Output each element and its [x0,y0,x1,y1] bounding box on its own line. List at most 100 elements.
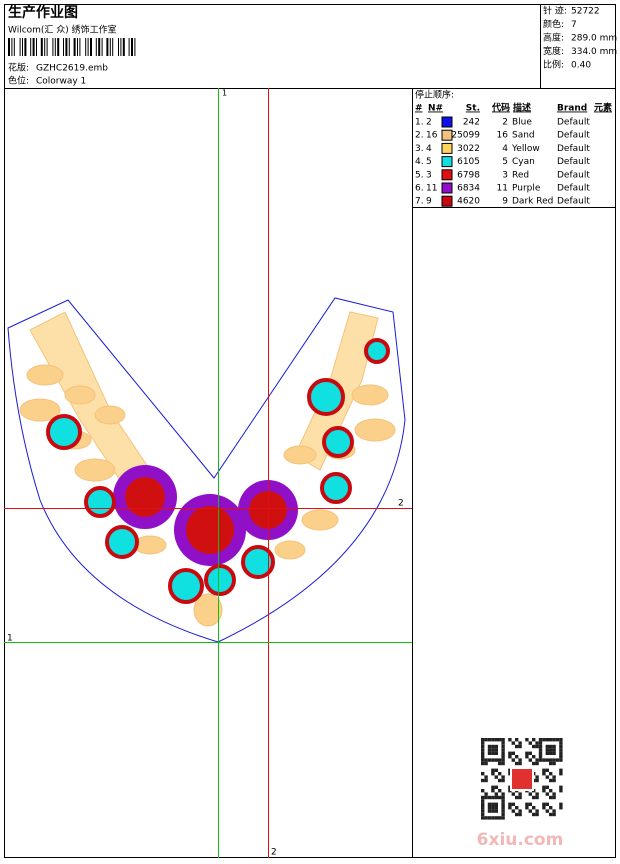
qr-cell [511,758,515,762]
column-header: 元素 [594,102,612,114]
qr-cell [491,795,495,800]
stitches: 242 [463,118,480,128]
qr-cell [484,792,488,796]
description: Sand [512,131,535,141]
qr-cell [532,738,536,742]
bar [120,38,122,56]
qr-cell [484,761,488,766]
stat-label: 高度: [543,32,564,44]
qr-cell [508,768,512,772]
guide-label: 2 [271,848,277,858]
qr-cell [511,751,515,755]
qr-cell [549,748,553,752]
qr-cell [494,744,498,749]
bar [112,38,114,56]
qr-cell [542,772,546,776]
qr-cell [542,738,546,742]
qr-cell [525,806,529,810]
qr-cell [559,738,563,742]
qr-cell [481,809,485,813]
qr-cell [501,761,505,766]
qr-cell [515,755,519,759]
color-swatch [441,142,453,154]
qr-cell [518,744,522,749]
description: Purple [512,184,541,194]
table-title: 停止顺序: [415,89,454,101]
color-swatch [441,195,453,207]
design-file: GZHC2619.emb [36,64,108,74]
qr-cell [515,738,519,742]
qr-cell [559,748,563,752]
description: Cyan [512,157,535,167]
qr-cell [559,802,563,806]
qr-cell [559,806,563,810]
needle: 3 [426,170,432,180]
bar [57,38,60,56]
qr-cell [545,775,549,779]
qr-cell [481,795,485,800]
qr-cell [542,758,546,762]
qr-cell [481,748,485,752]
stat-label: 宽度: [543,45,564,57]
qr-cell [498,778,502,783]
qr-cell [538,738,543,742]
qr-cell [535,778,539,783]
description: Red [512,170,529,180]
bar [90,38,92,56]
qr-cell [549,772,553,776]
qr-cell [528,792,532,796]
bar [19,38,21,56]
qr-cell [491,768,495,772]
outline [7,297,406,643]
bar [52,38,54,56]
qr-cell [535,758,539,762]
qr-cell [487,809,492,813]
stitches: 25099 [451,131,480,141]
qr-logo [510,767,534,791]
qr-cell [494,795,498,800]
qr-cell [501,755,505,759]
qr-cell [559,744,563,749]
qr-cell [552,812,556,817]
colorway-label: 色位: [8,75,29,87]
colorway: Colorway 1 [36,77,86,87]
qr-cell [494,748,498,752]
qr-cell [552,744,556,749]
qr-cell [481,789,485,793]
qr-cell [559,758,563,762]
qr-cell [498,816,502,820]
qr-cell [542,768,546,772]
bar [106,38,109,56]
code: 2 [502,118,508,128]
qr-cell [542,785,546,789]
qr-cell [549,812,553,817]
title: 生产作业图 [8,4,78,21]
qr-cell [481,816,485,820]
qr-cell [528,809,532,813]
qr-cell [559,755,563,759]
needle: 11 [426,184,437,194]
bar [95,38,97,56]
qr-cell [535,795,539,800]
company: Wilcom(汇 众) 绣饰工作室 [8,24,117,36]
qr-cell [535,812,539,817]
column-header: N# [428,104,443,114]
qr-cell [518,741,522,745]
qr-cell [494,792,498,796]
qr-cell [518,761,522,766]
description: Yellow [511,144,540,154]
qr-cell [508,755,512,759]
qr-cell [528,758,532,762]
color-swatch [441,156,453,168]
stitches: 6105 [457,157,480,167]
needle: 16 [426,131,438,141]
qr-cell [501,802,505,806]
qr-cell [545,792,549,796]
qr-cell [542,789,546,793]
code: 5 [502,157,508,167]
needle: 4 [426,144,432,154]
bar [36,38,37,56]
qr-cell [555,758,560,762]
qr-cell [535,809,539,813]
qr-cell [494,785,498,789]
